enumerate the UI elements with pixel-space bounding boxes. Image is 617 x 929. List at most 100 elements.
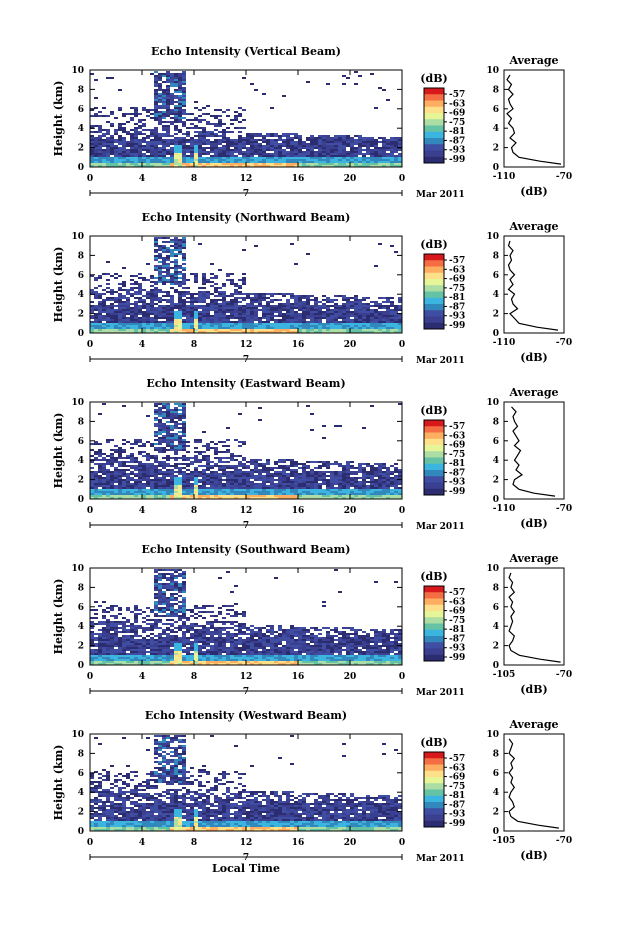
echo-cell [230, 489, 234, 491]
echo-cell [94, 139, 98, 141]
echo-cell [370, 145, 374, 147]
echo-cell [150, 463, 154, 465]
echo-cell [354, 149, 358, 151]
echo-cell [166, 85, 170, 87]
echo-cell [206, 293, 210, 295]
echo-cell [106, 153, 110, 155]
echo-cell [358, 323, 362, 325]
echo-cell [242, 153, 246, 155]
echo-cell [374, 149, 378, 151]
echo-cell [198, 465, 202, 467]
x-tick-label: 0 [399, 340, 405, 350]
echo-cell [146, 329, 150, 331]
echo-cell [154, 135, 158, 137]
echo-cell [234, 297, 238, 299]
x-tick-label: 8 [191, 340, 197, 350]
echo-cell [162, 259, 166, 261]
echo-cell [286, 305, 290, 307]
echo-cell [198, 321, 202, 323]
echo-cell [346, 143, 350, 145]
echo-cell [250, 309, 254, 311]
echo-cell [386, 99, 390, 101]
echo-cell [330, 471, 334, 473]
echo-cell [170, 241, 174, 243]
echo-cell [294, 161, 298, 163]
echo-cell [326, 157, 330, 159]
echo-cell [174, 243, 178, 245]
echo-cell [198, 137, 202, 139]
echo-cell [170, 331, 174, 333]
echo-cell [294, 299, 298, 301]
echo-cell [182, 145, 186, 147]
echo-cell [166, 105, 170, 107]
echo-cell [266, 303, 270, 305]
echo-cell [362, 305, 366, 307]
echo-cell [242, 281, 246, 283]
echo-cell [370, 141, 374, 143]
echo-cell [354, 491, 358, 493]
echo-cell [398, 163, 402, 165]
echo-cell [122, 149, 126, 151]
echo-cell [178, 311, 182, 313]
echo-cell [150, 481, 154, 483]
echo-cell [270, 305, 274, 307]
echo-cell [306, 483, 310, 485]
echo-cell [158, 325, 162, 327]
echo-cell [378, 321, 382, 323]
echo-cell [142, 279, 146, 281]
echo-cell [154, 287, 158, 289]
profile-x-label: (dB) [520, 351, 547, 364]
echo-cell [222, 309, 226, 311]
echo-cell [154, 269, 158, 271]
echo-cell [334, 311, 338, 313]
echo-cell [378, 473, 382, 475]
echo-cell [122, 315, 126, 317]
echo-cell [194, 471, 198, 473]
echo-cell [302, 483, 306, 485]
echo-cell [198, 461, 202, 463]
echo-cell [226, 143, 230, 145]
echo-cell [298, 157, 302, 159]
echo-cell [354, 161, 358, 163]
echo-cell [286, 303, 290, 305]
echo-cell [310, 495, 314, 497]
echo-cell [398, 137, 402, 139]
echo-cell [342, 75, 346, 77]
echo-cell [194, 119, 198, 121]
echo-cell [130, 315, 134, 317]
echo-cell [166, 133, 170, 135]
echo-cell [382, 143, 386, 145]
echo-cell [270, 295, 274, 297]
echo-cell [134, 113, 138, 115]
echo-cell [162, 309, 166, 311]
echo-cell [362, 321, 366, 323]
echo-cell [158, 485, 162, 487]
echo-cell [338, 163, 342, 165]
colorbar-tick-label: -93 [449, 146, 465, 156]
echo-cell [210, 123, 214, 125]
echo-cell [206, 463, 210, 465]
echo-cell [246, 481, 250, 483]
echo-cell [230, 495, 234, 497]
echo-cell [166, 305, 170, 307]
echo-cell [162, 247, 166, 249]
echo-cell [310, 317, 314, 319]
x-tick-label: 12 [240, 506, 253, 516]
echo-cell [102, 135, 106, 137]
echo-cell [362, 303, 366, 305]
echo-cell [162, 121, 166, 123]
echo-cell [110, 315, 114, 317]
echo-cell [142, 455, 146, 457]
echo-cell [182, 165, 186, 167]
echo-cell [262, 487, 266, 489]
echo-cell [358, 493, 362, 495]
echo-cell [194, 487, 198, 489]
echo-cell [138, 289, 142, 291]
echo-cell [162, 321, 166, 323]
echo-cell [146, 465, 150, 467]
echo-cell [126, 141, 130, 143]
echo-cell [158, 115, 162, 117]
echo-cell [314, 311, 318, 313]
echo-cell [330, 325, 334, 327]
echo-cell [234, 459, 238, 461]
